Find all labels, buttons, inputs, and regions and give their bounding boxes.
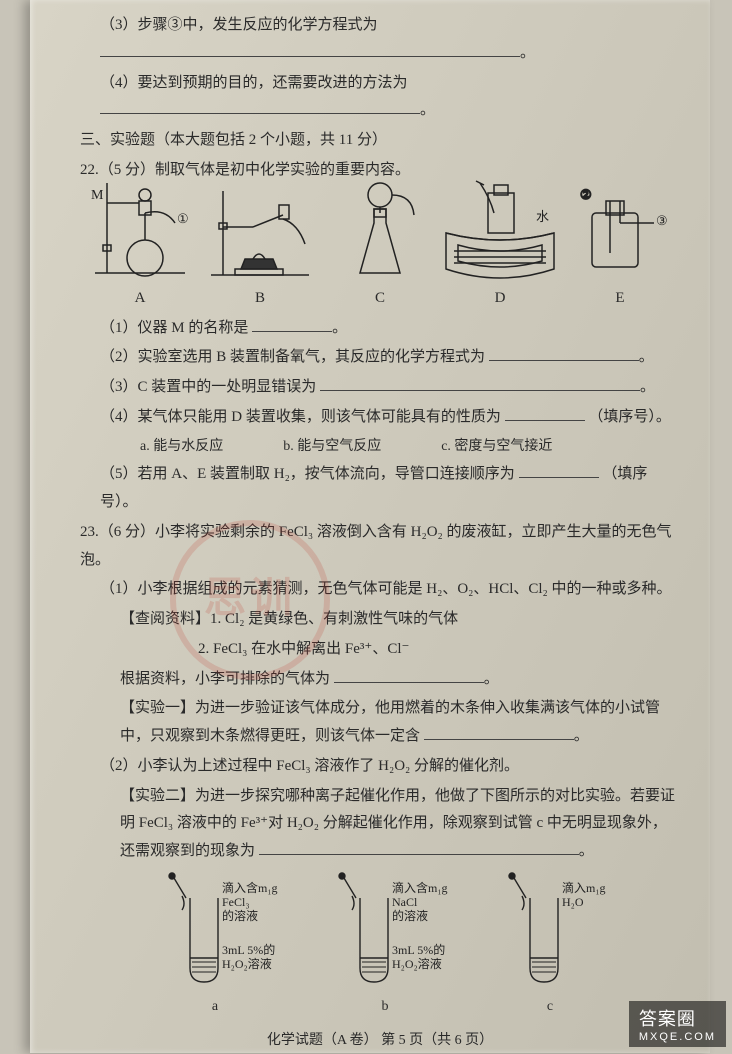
tube-c-drop: 滴入m₁g (562, 880, 606, 895)
tube-b-sol2: 的溶液 (392, 908, 428, 923)
tube-a-drop: 滴入含m₁g (222, 880, 278, 895)
tube-b: 滴入含m₁g NaCl 的溶液 3mL 5%的 H₂O₂溶液 b (320, 872, 450, 1020)
apparatus-e: ② ③ E (560, 173, 680, 313)
tube-a-base2: H₂O₂溶液 (222, 956, 272, 971)
q23-exp1-body: 为进一步验证该气体成分，他用燃着的木条伸入收集满该气体的小试管中，只观察到木条燃… (120, 700, 660, 744)
apparatus-a: M ① A (80, 173, 200, 313)
tube-b-sol: NaCl (392, 895, 418, 909)
q22-2-text: （2）实验室选用 B 装置制备氧气，其反应的化学方程式为 (100, 349, 485, 365)
q23-exp1: 【实验一】为进一步验证该气体成分，他用燃着的木条伸入收集满该气体的小试管中，只观… (80, 695, 680, 751)
tube-a-base1: 3mL 5%的 (222, 942, 275, 957)
apparatus-circled-1: ① (177, 211, 189, 226)
tube-b-base2: H₂O₂溶液 (392, 956, 442, 971)
q22-1: （1）仪器 M 的名称是 。 (80, 315, 680, 343)
q22-4b-text: （填序号）。 (588, 409, 671, 425)
apparatus-row: M ① A B (80, 193, 680, 313)
q23-check-title: 【查阅资料】 (120, 611, 210, 627)
q23-check-1: 1. Cl₂ 是黄绿色、有刺激性气味的气体 (210, 611, 458, 627)
q23-2: （2）小李认为上述过程中 FeCl₃ 溶液作了 H₂O₂ 分解的催化剂。 (80, 753, 680, 781)
q22-4-opt-b: b. 能与空气反应 (283, 434, 381, 460)
q23-1b-text: 根据资料，小李可排除的气体为 (120, 671, 330, 687)
corner-sub: MXQE.COM (639, 1031, 716, 1043)
q3-3-text: （3）步骤③中，发生反应的化学方程式为 (100, 17, 378, 33)
apparatus-b-label: B (200, 285, 320, 313)
tube-c-label: c (490, 994, 610, 1020)
apparatus-water-label: 水 (536, 209, 549, 224)
q22-3: （3）C 装置中的一处明显错误为 。 (80, 374, 680, 402)
corner-main: 答案圈 (639, 1009, 696, 1029)
svg-text:②: ② (580, 187, 592, 202)
tube-a: 滴入含m₁g FeCl₃ 的溶液 3mL 5%的 H₂O₂溶液 a (150, 872, 280, 1020)
q22-4-options: a. 能与水反应 b. 能与空气反应 c. 密度与空气接近 (80, 434, 680, 460)
q23-exp2: 【实验二】为进一步探究哪种离子起催化作用，他做了下图所示的对比实验。若要证明 F… (80, 783, 680, 866)
exam-paper: （3）步骤③中，发生反应的化学方程式为 。 （4）要达到预期的目的，还需要改进的… (30, 0, 710, 1053)
q3-3-blank (100, 42, 520, 57)
q22-4-opt-a: a. 能与水反应 (140, 434, 223, 460)
q22-1-blank (252, 317, 332, 332)
apparatus-b: B (200, 173, 320, 313)
q3-4: （4）要达到预期的目的，还需要改进的方法为 。 (80, 70, 680, 126)
q22-5: （5）若用 A、E 装置制取 H₂，按气体流向，导管口连接顺序为 （填序号）。 (80, 461, 680, 517)
q23-exp1-title: 【实验一】 (120, 700, 195, 716)
tubes-row: 滴入含m₁g FeCl₃ 的溶液 3mL 5%的 H₂O₂溶液 a (80, 872, 680, 1020)
tube-a-sol2: 的溶液 (222, 908, 258, 923)
q23-check-2: 2. FeCl₃ 在水中解离出 Fe³⁺、Cl⁻ (80, 636, 680, 664)
q22-4-opt-c: c. 密度与空气接近 (441, 434, 552, 460)
q23-exp1-blank (424, 725, 574, 740)
page-footer: 化学试题（A 卷） 第 5 页（共 6 页） (80, 1028, 680, 1054)
q22-5-blank (519, 463, 599, 478)
tube-a-label: a (150, 994, 280, 1020)
apparatus-a-svg: M ① (85, 173, 195, 283)
q22-4a-text: （4）某气体只能用 D 装置收集，则该气体可能具有的性质为 (100, 409, 501, 425)
q23-stem: 23.（6 分）小李将实验剩余的 FeCl₃ 溶液倒入含有 H₂O₂ 的废液缸，… (80, 519, 680, 575)
tube-c-sol: H₂O (562, 895, 584, 909)
apparatus-m-label: M (91, 188, 104, 203)
q22-5a-text: （5）若用 A、E 装置制取 H₂，按气体流向，导管口连接顺序为 (100, 466, 515, 482)
tube-b-label: b (320, 994, 450, 1020)
q22-2-blank (489, 346, 639, 361)
q23-exp2-blank (259, 840, 579, 855)
q23-check: 【查阅资料】1. Cl₂ 是黄绿色、有刺激性气味的气体 (80, 606, 680, 634)
tube-a-svg: 滴入含m₁g FeCl₃ 的溶液 3mL 5%的 H₂O₂溶液 (150, 872, 280, 992)
q3-4-text: （4）要达到预期的目的，还需要改进的方法为 (100, 75, 408, 91)
apparatus-a-label: A (80, 285, 200, 313)
q23-1b-blank (334, 668, 484, 683)
q23-exp2-title: 【实验二】 (120, 788, 195, 804)
tube-b-drop: 滴入含m₁g (392, 880, 448, 895)
apparatus-d-svg: 水 (440, 173, 560, 283)
apparatus-e-svg: ② ③ (570, 173, 670, 283)
corner-badge: 答案圈 MXQE.COM (629, 1001, 726, 1047)
q22-2: （2）实验室选用 B 装置制备氧气，其反应的化学方程式为 。 (80, 344, 680, 372)
q3-4-blank (100, 99, 420, 114)
apparatus-c: C (320, 173, 440, 313)
tube-b-base1: 3mL 5%的 (392, 942, 445, 957)
section3-title: 三、实验题（本大题包括 2 个小题，共 11 分） (80, 127, 680, 155)
q22-1-text: （1）仪器 M 的名称是 (100, 320, 248, 336)
apparatus-c-svg (335, 173, 425, 283)
tube-b-svg: 滴入含m₁g NaCl 的溶液 3mL 5%的 H₂O₂溶液 (320, 872, 450, 992)
q3-3: （3）步骤③中，发生反应的化学方程式为 。 (80, 12, 680, 68)
apparatus-d-label: D (440, 285, 560, 313)
apparatus-circled-3: ③ (656, 213, 668, 228)
tube-a-sol: FeCl₃ (222, 895, 250, 909)
q22-4-blank (505, 406, 585, 421)
apparatus-b-svg (205, 173, 315, 283)
q23-1: （1）小李根据组成的元素猜测，无色气体可能是 H₂、O₂、HCl、Cl₂ 中的一… (80, 576, 680, 604)
apparatus-e-label: E (560, 285, 680, 313)
q22-3-blank (320, 376, 640, 391)
q22-4: （4）某气体只能用 D 装置收集，则该气体可能具有的性质为 （填序号）。 (80, 404, 680, 432)
apparatus-d: 水 D (440, 173, 560, 313)
q22-3-text: （3）C 装置中的一处明显错误为 (100, 379, 316, 395)
apparatus-c-label: C (320, 285, 440, 313)
tube-c-svg: 滴入m₁g H₂O (490, 872, 610, 992)
q23-1b: 根据资料，小李可排除的气体为 。 (80, 666, 680, 694)
tube-c: 滴入m₁g H₂O c (490, 872, 610, 1020)
